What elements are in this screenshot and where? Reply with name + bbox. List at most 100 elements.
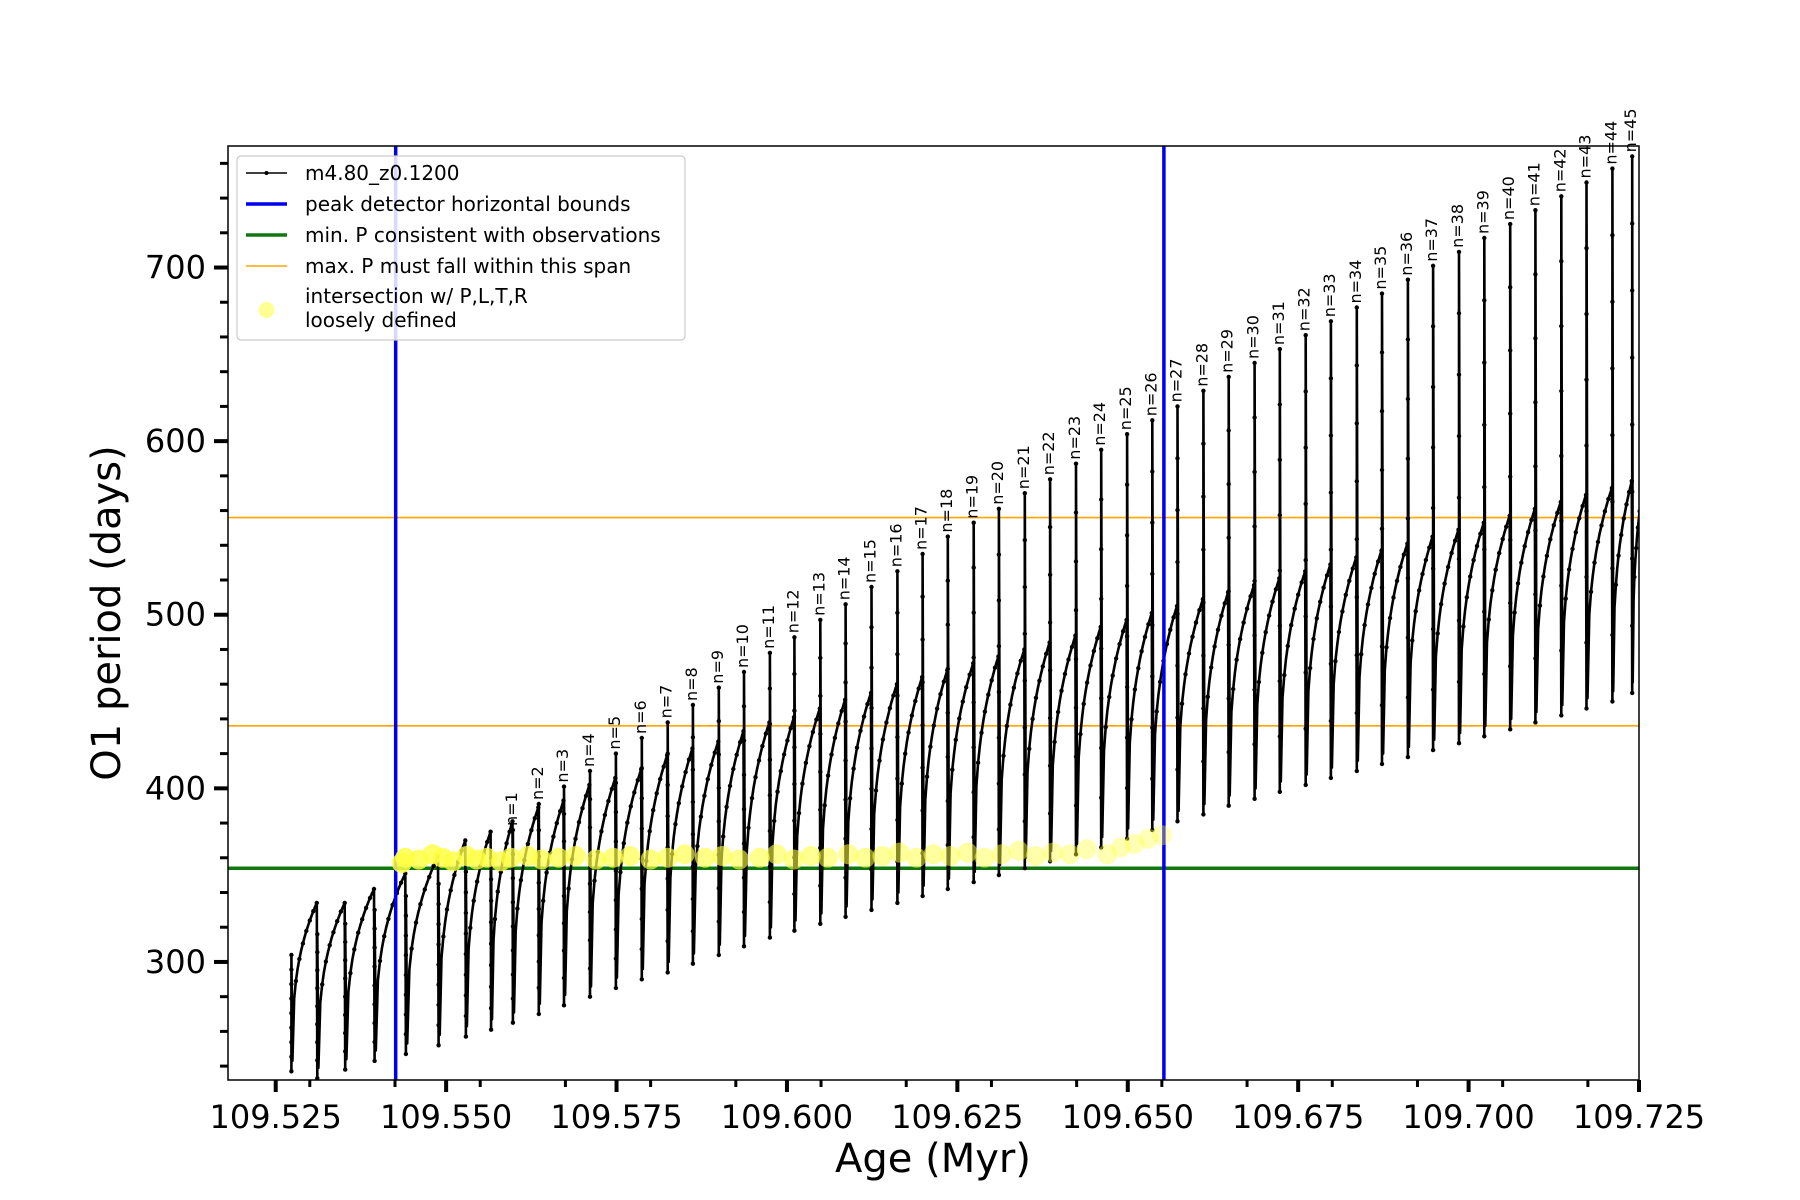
series-marker: [561, 866, 567, 871]
series-marker: [1201, 759, 1206, 764]
series-marker: [613, 775, 618, 781]
series-marker: [1084, 680, 1090, 685]
pulse-labels: n=1 n=2 n=3 n=4 n=5 n=6 n=7 n=8 n=9 n=10 n=11 n=12 n…: [502, 108, 1640, 826]
series-marker: [1630, 154, 1635, 159]
series-marker: [1482, 484, 1487, 490]
series-marker: [945, 710, 950, 715]
series-marker: [1328, 376, 1334, 381]
series-marker: [1252, 469, 1257, 475]
legend-label: intersection w/ P,L,T,R: [305, 284, 528, 308]
pulse-label: n=9: [708, 650, 727, 684]
series-marker: [858, 728, 863, 733]
series-marker: [1059, 688, 1064, 693]
series-marker: [1405, 575, 1411, 581]
series-marker: [436, 901, 441, 907]
series-marker: [665, 938, 670, 944]
series-marker: [1634, 545, 1639, 551]
x-tick-label: 109.625: [891, 1098, 1023, 1136]
series-marker: [1515, 581, 1521, 586]
series-marker: [1209, 665, 1214, 670]
series-marker: [403, 953, 409, 958]
series-marker: [342, 900, 347, 906]
series-marker: [1559, 259, 1564, 264]
pulse-label: n=35: [1371, 246, 1390, 290]
series-marker: [1410, 638, 1415, 643]
series-marker: [1073, 754, 1079, 759]
series-marker: [1529, 517, 1534, 523]
series-marker: [639, 766, 644, 771]
series-marker: [1508, 600, 1513, 606]
series-marker: [436, 1022, 441, 1028]
series-marker: [1231, 686, 1236, 692]
series-marker: [839, 708, 844, 714]
series-marker: [403, 1032, 409, 1037]
pulse-label: n=42: [1550, 148, 1569, 192]
series-marker: [741, 841, 747, 846]
series-marker: [561, 1003, 567, 1008]
series-marker: [1430, 566, 1436, 571]
series-marker: [792, 781, 797, 787]
series-marker: [1201, 494, 1206, 499]
series-marker: [1482, 734, 1487, 739]
series-marker: [843, 641, 848, 646]
series-marker: [971, 520, 976, 525]
series-marker: [818, 769, 823, 774]
series-marker: [427, 874, 432, 880]
series-marker: [1205, 694, 1211, 699]
series-marker: [1456, 433, 1462, 439]
series-marker: [515, 906, 520, 911]
series-marker: [1321, 585, 1326, 590]
series-marker: [788, 726, 793, 731]
series-marker: [436, 962, 441, 967]
series-marker: [709, 762, 714, 768]
series-marker: [1174, 603, 1180, 609]
series-marker: [1430, 384, 1436, 390]
series-marker: [1149, 610, 1155, 616]
intersection-point: [729, 849, 750, 870]
legend-dot: [258, 302, 275, 318]
series-marker: [1507, 513, 1512, 518]
series-marker: [403, 972, 409, 978]
series-marker: [1150, 571, 1155, 577]
series-marker: [690, 961, 696, 966]
series-marker: [1328, 433, 1334, 438]
series-marker: [1445, 564, 1451, 570]
series-marker: [1405, 456, 1411, 461]
series-marker: [1120, 629, 1126, 634]
series-marker: [1091, 648, 1097, 654]
series-marker: [1099, 795, 1104, 800]
series-marker: [1098, 624, 1103, 630]
series-marker: [1022, 819, 1027, 824]
series-marker: [1047, 524, 1053, 530]
series-marker: [367, 895, 373, 901]
series-marker: [800, 781, 805, 786]
intersection-point: [1008, 840, 1029, 861]
series-marker: [842, 697, 848, 702]
series-marker: [1405, 337, 1411, 342]
intersection-point: [872, 846, 893, 866]
pulse-label: n=27: [1167, 358, 1186, 402]
series-marker: [587, 909, 593, 915]
intersection-point: [749, 847, 770, 868]
series-marker: [536, 805, 541, 810]
series-marker: [1226, 589, 1231, 594]
series-marker: [1584, 180, 1589, 185]
pulse-label: n=24: [1090, 402, 1109, 446]
series-marker: [887, 705, 893, 711]
series-marker: [1559, 518, 1564, 523]
series-marker: [1175, 507, 1180, 513]
series-marker: [1533, 528, 1538, 533]
series-marker: [463, 910, 469, 916]
series-marker: [767, 650, 773, 656]
pulse-label: n=10: [733, 624, 752, 668]
intersection-point: [800, 846, 821, 866]
series-marker: [1610, 699, 1615, 704]
series-marker: [1405, 541, 1410, 546]
series-marker: [606, 798, 611, 804]
series-marker: [1252, 524, 1257, 529]
series-marker: [343, 1012, 348, 1018]
series-marker: [1584, 246, 1589, 251]
intersection-point: [712, 846, 733, 866]
series-marker: [561, 948, 567, 953]
series-marker: [1482, 422, 1487, 428]
